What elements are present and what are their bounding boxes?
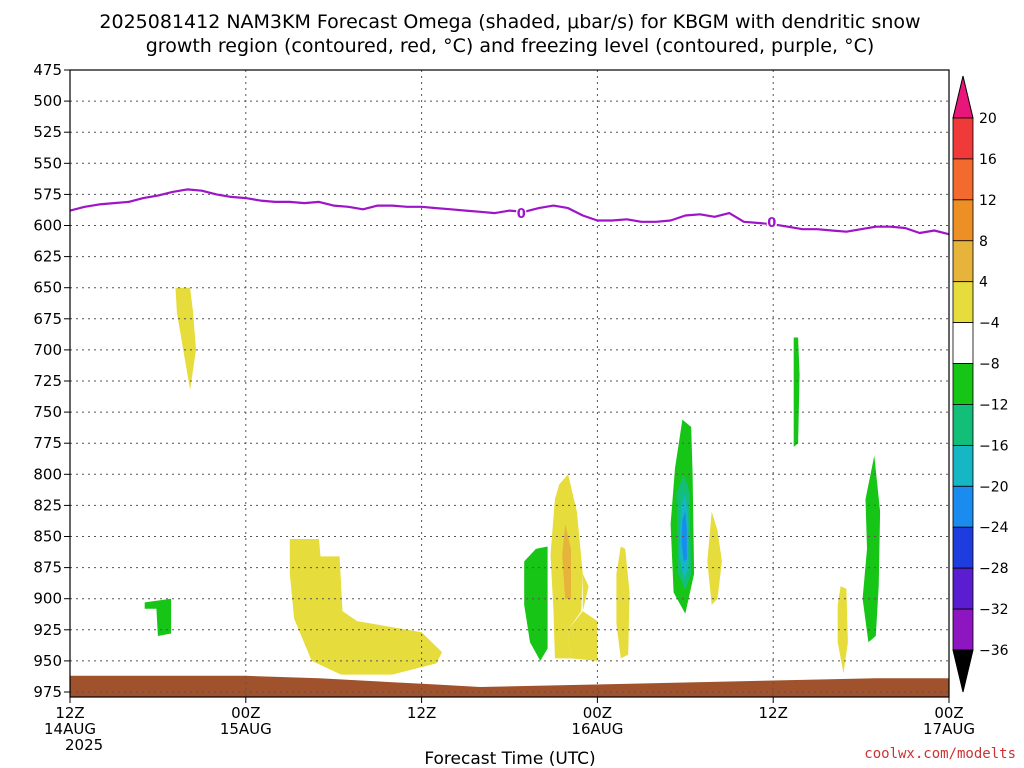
y-tick-label-900: 900 — [33, 590, 62, 608]
colorbar-label-2: 16 — [979, 152, 997, 168]
y-tick-label-600: 600 — [33, 217, 62, 235]
colorbar-bin-6 — [952, 322, 974, 364]
colorbar-label-4: 8 — [979, 234, 988, 250]
y-tick-label-625: 625 — [33, 248, 62, 266]
omega-region-14 — [862, 455, 881, 643]
colorbar-bin-11 — [952, 526, 974, 569]
colorbar-bin-9 — [952, 444, 974, 487]
colorbar-label-8: −12 — [979, 397, 1009, 413]
terrain-layer — [70, 675, 949, 697]
colorbar-label-12: −28 — [979, 561, 1009, 577]
omega-region-11 — [524, 546, 548, 661]
colorbar-bin-10 — [952, 485, 974, 528]
x-tick-label-24-1: 12Z — [407, 704, 436, 722]
omega-region-7 — [707, 511, 722, 605]
colorbar-label-6: −4 — [979, 316, 1000, 332]
colorbar-bin-2 — [952, 158, 974, 201]
y-tick-label-925: 925 — [33, 621, 62, 639]
colorbar-bin-12 — [952, 567, 974, 610]
omega-region-9 — [562, 524, 571, 599]
colorbar-label-13: −32 — [979, 602, 1009, 618]
y-tick-label-500: 500 — [33, 92, 62, 110]
colorbar-bin-3 — [952, 199, 974, 242]
omega-region-8 — [837, 586, 848, 674]
colorbar-bin-4 — [952, 240, 974, 283]
x-axis-label: Forecast Time (UTC) — [424, 749, 595, 768]
colorbar-label-14: −36 — [979, 643, 1009, 659]
colorbar-bottom-arrow — [952, 649, 974, 693]
y-tick-label-725: 725 — [33, 372, 62, 390]
y-tick-label-775: 775 — [33, 434, 62, 452]
omega-region-13 — [793, 337, 800, 447]
freezing-level-label-bg-1 — [516, 205, 527, 222]
x-tick-label-60-1: 00Z — [934, 704, 963, 722]
x-tick-label-12-1: 00Z — [231, 704, 260, 722]
colorbar-top-arrow — [952, 75, 974, 119]
colorbar-label-5: 4 — [979, 275, 988, 291]
credit-text: coolwx.com/modelts — [864, 746, 1016, 762]
x-tick-label-60-2: 17AUG — [923, 720, 975, 738]
colorbar: 20 16 12 8 4 −4 −8 −12 −16 −20 −24 −28 −32 −36 — [952, 75, 1009, 693]
chart-title-line-2: growth region (contoured, red, °C) and f… — [146, 35, 875, 57]
y-tick-label-950: 950 — [33, 652, 62, 670]
freezing-level-label-2: 0 — [767, 216, 776, 231]
x-tick-label-48-1: 12Z — [759, 704, 788, 722]
terrain-fill — [70, 675, 949, 697]
colorbar-label-10: −20 — [979, 479, 1009, 495]
x-tick-label-0-2: 14AUG — [44, 720, 96, 738]
colorbar-bin-13 — [952, 608, 974, 651]
colorbar-bin-1 — [952, 117, 974, 160]
freezing-level-line — [70, 188, 949, 236]
colorbar-label-9: −16 — [979, 438, 1009, 454]
x-tick-label-12-2: 15AUG — [220, 720, 272, 738]
y-tick-label-675: 675 — [33, 310, 62, 328]
omega-region-1 — [175, 287, 196, 390]
y-tick-label-650: 650 — [33, 279, 62, 297]
freezing-level-label-bg-2 — [766, 213, 777, 230]
omega-region-2 — [289, 539, 443, 675]
colorbar-bin-5 — [952, 281, 974, 324]
omega-region-5 — [582, 573, 589, 612]
y-tick-label-850: 850 — [33, 528, 62, 546]
y-tick-label-525: 525 — [33, 123, 62, 141]
x-tick-label-0-1: 12Z — [55, 704, 84, 722]
freezing-level-label-1: 0 — [517, 207, 526, 222]
y-tick-label-475: 475 — [33, 61, 62, 79]
omega-region-6 — [616, 546, 630, 659]
omega-region-10 — [144, 598, 172, 636]
colorbar-label-1: 20 — [979, 111, 997, 127]
omega-region-4 — [568, 611, 598, 661]
y-tick-label-975: 975 — [33, 683, 62, 701]
freezing-level-layer: 00 — [70, 188, 949, 236]
y-tick-label-575: 575 — [33, 185, 62, 203]
colorbar-label-11: −24 — [979, 520, 1009, 536]
plot-frame — [69, 69, 950, 698]
x-tick-label-36-2: 16AUG — [571, 720, 623, 738]
colorbar-label-3: 12 — [979, 193, 997, 209]
y-tick-label-875: 875 — [33, 559, 62, 577]
grid-lines — [70, 70, 949, 697]
y-axis: 475 500 525 550 575 600 625 650 675 700 725 750 775 8… — [33, 61, 70, 701]
y-tick-label-550: 550 — [33, 154, 62, 172]
colorbar-label-7: −8 — [979, 357, 1000, 373]
y-tick-label-825: 825 — [33, 496, 62, 514]
plot-area: 00 — [69, 69, 950, 698]
y-tick-label-800: 800 — [33, 465, 62, 483]
colorbar-bin-7 — [952, 363, 974, 405]
omega-region-17 — [681, 511, 687, 562]
y-tick-label-700: 700 — [33, 341, 62, 359]
y-tick-label-750: 750 — [33, 403, 62, 421]
chart-title-line-1: 2025081412 NAM3KM Forecast Omega (shaded… — [99, 11, 920, 33]
x-tick-label-36-1: 00Z — [583, 704, 612, 722]
colorbar-bin-8 — [952, 404, 974, 446]
omega-shading — [144, 287, 881, 675]
x-tick-label-0-3: 2025 — [65, 736, 103, 754]
